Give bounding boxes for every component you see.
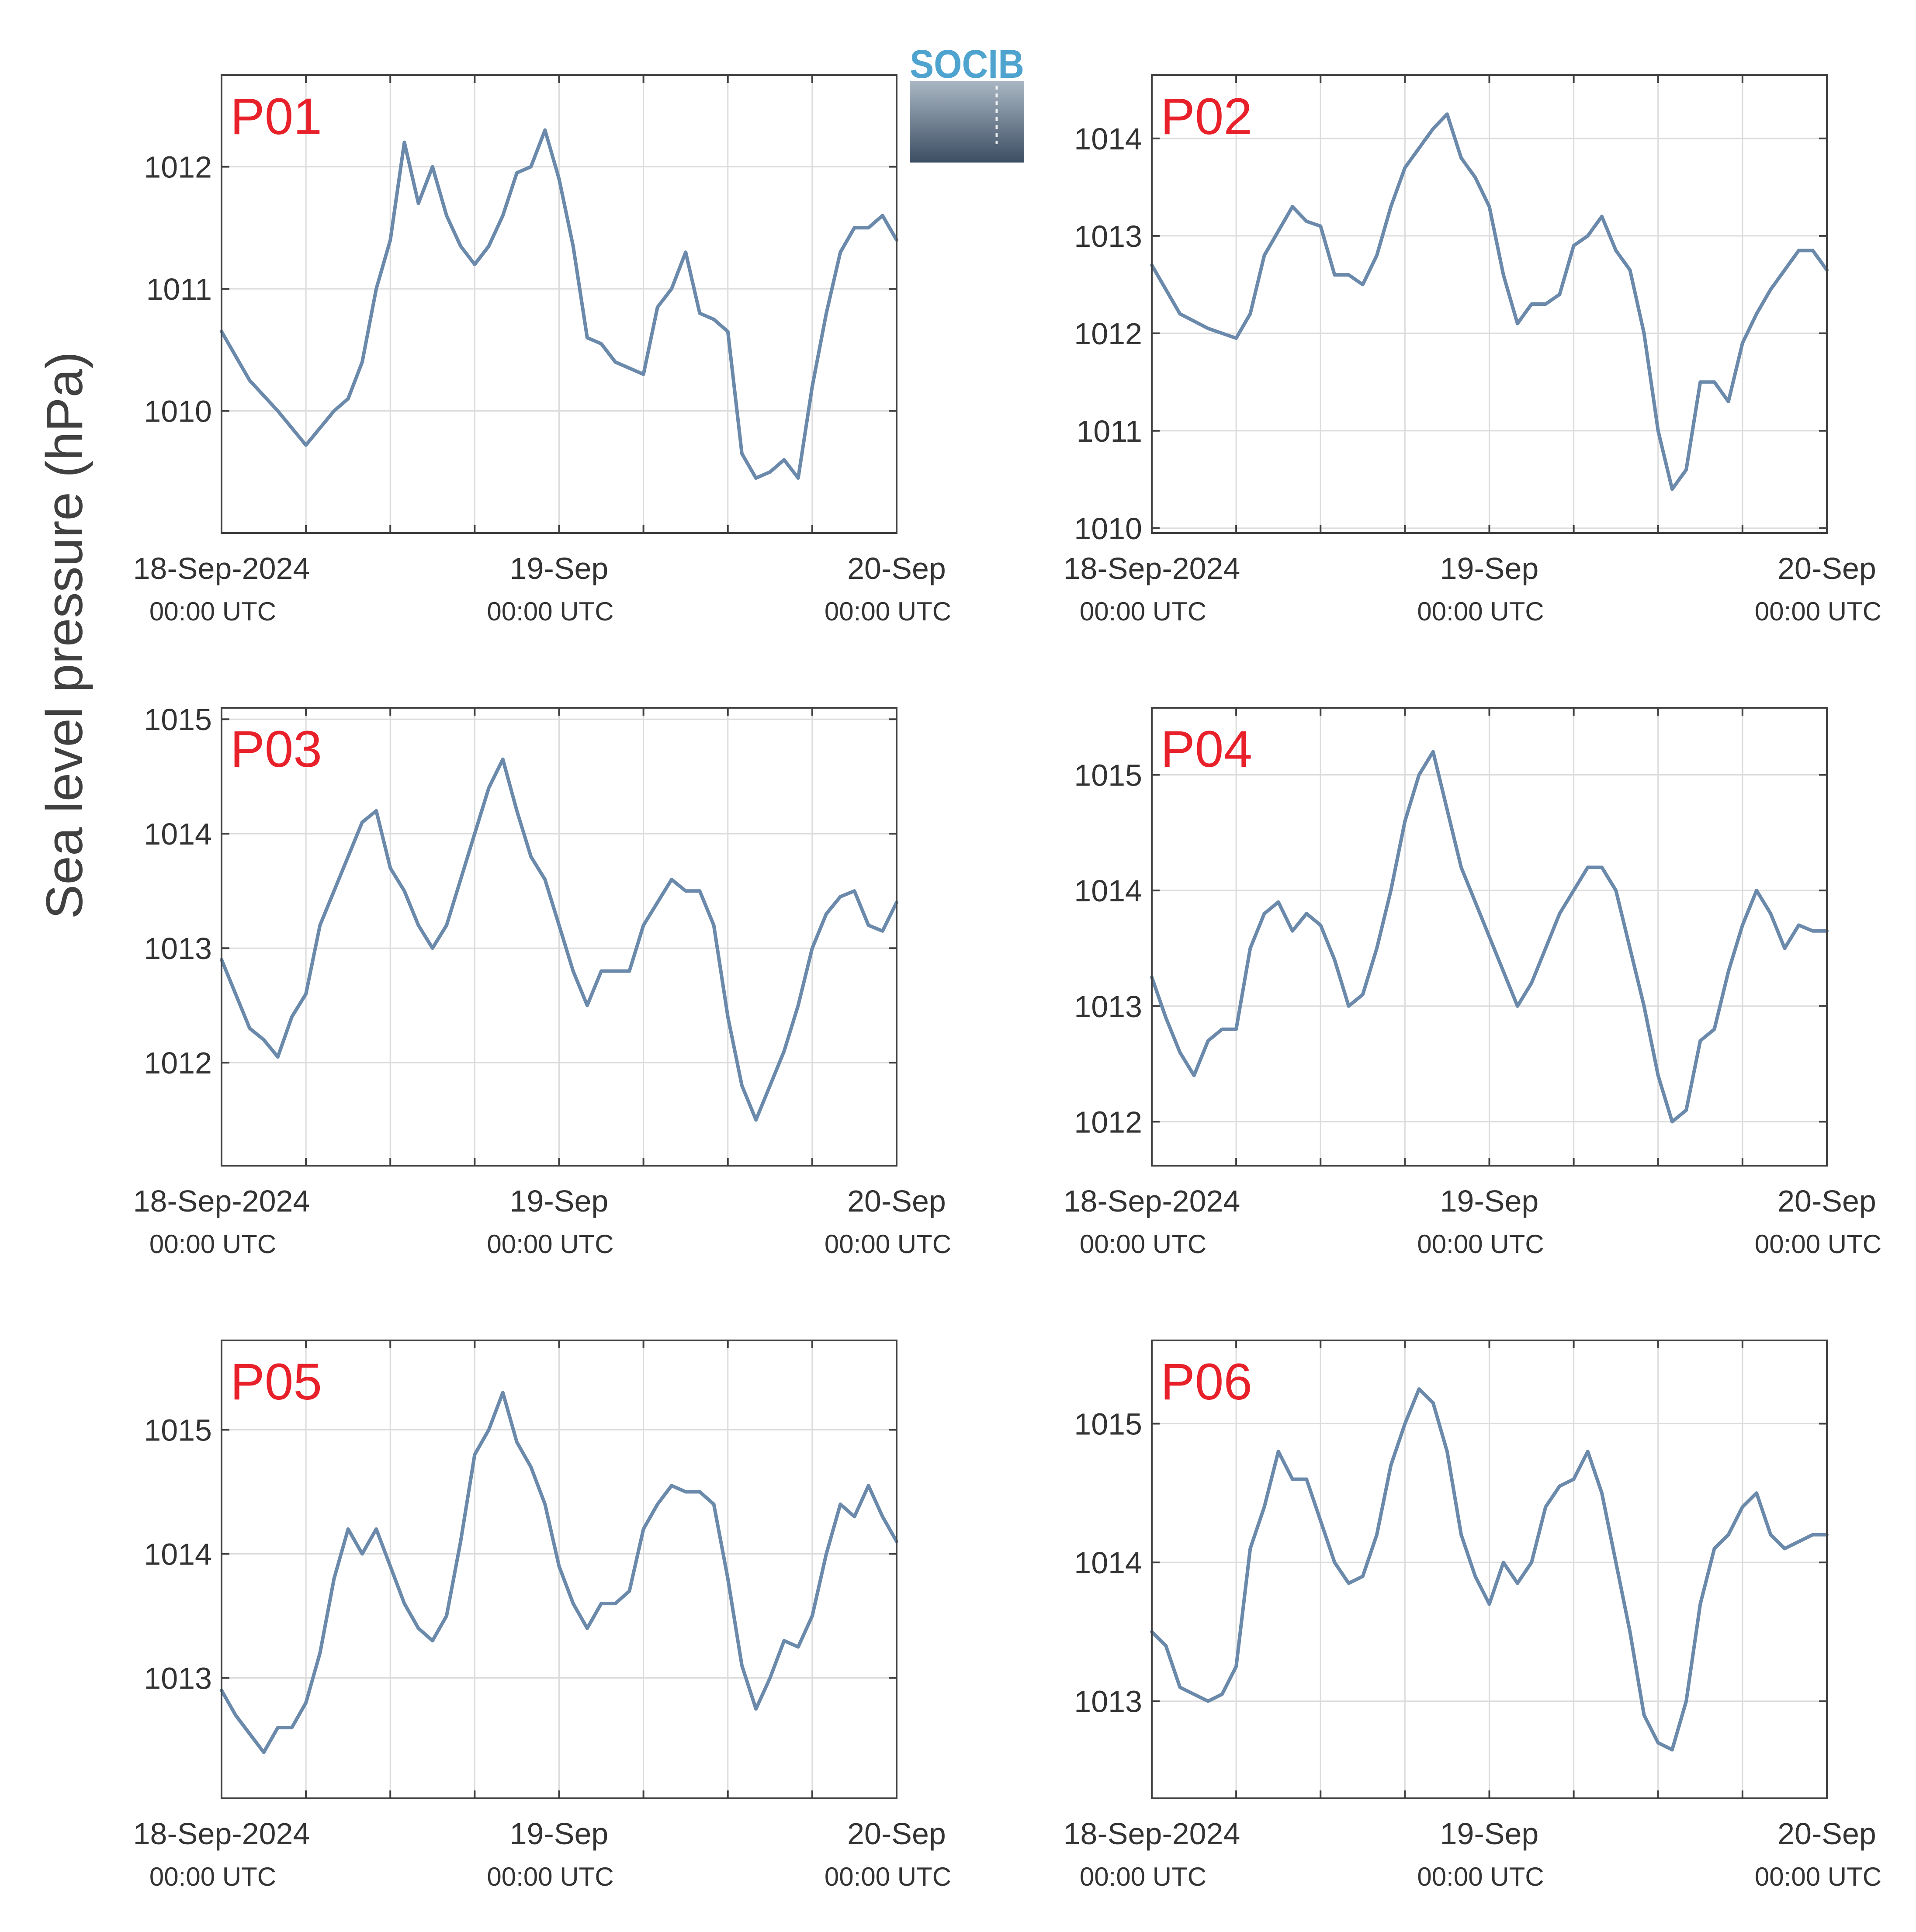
panel-label: P06 [1161,1353,1252,1411]
x-tick-sublabel: 00:00 UTC [825,1862,951,1891]
y-tick-label: 1014 [144,1537,212,1571]
plot-frame [221,1340,897,1799]
chart-panel-p03: 1012 1013 1014 1015 18-Sep-2024 00:00 UTC 19-S… [133,703,951,1259]
panel-label: P03 [230,720,322,778]
plot-frame [1151,1340,1828,1799]
x-tick-label: 19-Sep [510,1817,609,1851]
x-tick-sublabel: 00:00 UTC [487,1229,613,1259]
x-tick-sublabel: 00:00 UTC [1080,1862,1206,1891]
chart-panel-p06: 1013 1014 1015 18-Sep-2024 00:00 UTC 19-Sep 00… [1064,1340,1881,1891]
x-tick-label: 20-Sep [847,1184,946,1218]
socib-logo-text: SOCIB [910,42,1024,87]
y-tick-label: 1015 [144,703,212,737]
panel-label: P05 [230,1353,322,1411]
x-tick-label: 18-Sep-2024 [133,551,310,585]
x-tick-label: 20-Sep [1777,1184,1876,1218]
y-tick-label: 1012 [144,150,212,184]
y-tick-label: 1010 [144,395,212,429]
chart-panel-p01: 1010 1011 1012 18-Sep-2024 00:00 UTC 19-Sep 00… [133,74,951,626]
y-tick-label: 1012 [144,1046,212,1080]
x-tick-sublabel: 00:00 UTC [149,1862,276,1891]
plot-frame [221,74,897,534]
x-tick-sublabel: 00:00 UTC [1080,1229,1206,1259]
x-tick-sublabel: 00:00 UTC [825,1229,951,1259]
panel-label: P01 [230,88,322,145]
x-tick-label: 18-Sep-2024 [133,1184,310,1218]
y-tick-label: 1014 [1074,122,1142,156]
x-tick-sublabel: 00:00 UTC [1417,1862,1544,1891]
chart-panel-p05: 1013 1014 1015 18-Sep-2024 00:00 UTC 19-Sep 00… [133,1340,951,1891]
plot-frame [221,707,897,1167]
panels: 1010 1011 1012 18-Sep-2024 00:00 UTC 19-Sep 00… [133,74,1881,1891]
y-tick-label: 1014 [144,817,212,851]
x-tick-sublabel: 00:00 UTC [1755,1862,1881,1891]
x-tick-label: 18-Sep-2024 [1064,551,1240,585]
chart-panel-p04: 1012 1013 1014 1015 18-Sep-2024 00:00 UTC 19-S… [1064,707,1881,1259]
socib-logo: SOCIB [910,42,1024,163]
socib-logo-emblem [910,81,1024,163]
x-tick-sublabel: 00:00 UTC [1417,1229,1544,1259]
plot-frame [1151,74,1828,534]
x-tick-sublabel: 00:00 UTC [487,1862,613,1891]
y-axis-label: Sea level pressure (hPa) [36,352,94,919]
y-tick-label: 1012 [1074,317,1142,351]
pressure-series-line [1150,112,1829,491]
y-tick-label: 1015 [1074,758,1142,792]
y-tick-label: 1015 [1074,1407,1142,1441]
x-tick-label: 19-Sep [510,551,609,585]
y-tick-label: 1012 [1074,1105,1142,1139]
y-tick-label: 1013 [144,931,212,966]
x-tick-sublabel: 00:00 UTC [1417,597,1544,626]
pressure-series-line [220,128,898,480]
x-tick-label: 20-Sep [1777,551,1876,585]
x-tick-label: 19-Sep [510,1184,609,1218]
pressure-series-line [1150,1387,1829,1752]
x-tick-label: 19-Sep [1440,1184,1539,1218]
pressure-series-line [220,1391,898,1754]
x-tick-label: 18-Sep-2024 [133,1817,310,1851]
y-tick-label: 1013 [1074,990,1142,1024]
x-tick-label: 19-Sep [1440,551,1539,585]
x-tick-label: 20-Sep [847,551,946,585]
y-tick-label: 1015 [144,1413,212,1447]
y-tick-label: 1010 [1074,512,1142,546]
x-tick-sublabel: 00:00 UTC [1080,597,1206,626]
y-tick-label: 1013 [1074,1685,1142,1719]
x-tick-sublabel: 00:00 UTC [149,1229,276,1259]
pressure-series-line [220,757,898,1122]
y-tick-label: 1013 [1074,219,1142,253]
x-tick-sublabel: 00:00 UTC [825,597,951,626]
x-tick-label: 20-Sep [847,1817,946,1851]
x-tick-label: 20-Sep [1777,1817,1876,1851]
panel-label: P02 [1161,88,1252,145]
y-tick-label: 1011 [1076,414,1142,448]
y-tick-label: 1014 [1074,874,1142,908]
x-tick-sublabel: 00:00 UTC [1755,1229,1881,1259]
panel-label: P04 [1161,720,1252,778]
x-tick-label: 19-Sep [1440,1817,1539,1851]
chart-panel-p02: 1010 1011 1012 1013 1014 18-Sep-2024 00:00 UTC… [1064,74,1881,626]
pressure-series-line [1150,750,1829,1124]
plot-frame [1151,707,1828,1167]
y-tick-label: 1011 [146,272,212,306]
x-tick-label: 18-Sep-2024 [1064,1817,1240,1851]
y-tick-label: 1014 [1074,1546,1142,1580]
y-tick-label: 1013 [144,1662,212,1696]
x-tick-sublabel: 00:00 UTC [487,597,613,626]
x-tick-sublabel: 00:00 UTC [149,597,276,626]
x-tick-label: 18-Sep-2024 [1064,1184,1240,1218]
x-tick-sublabel: 00:00 UTC [1755,597,1881,626]
